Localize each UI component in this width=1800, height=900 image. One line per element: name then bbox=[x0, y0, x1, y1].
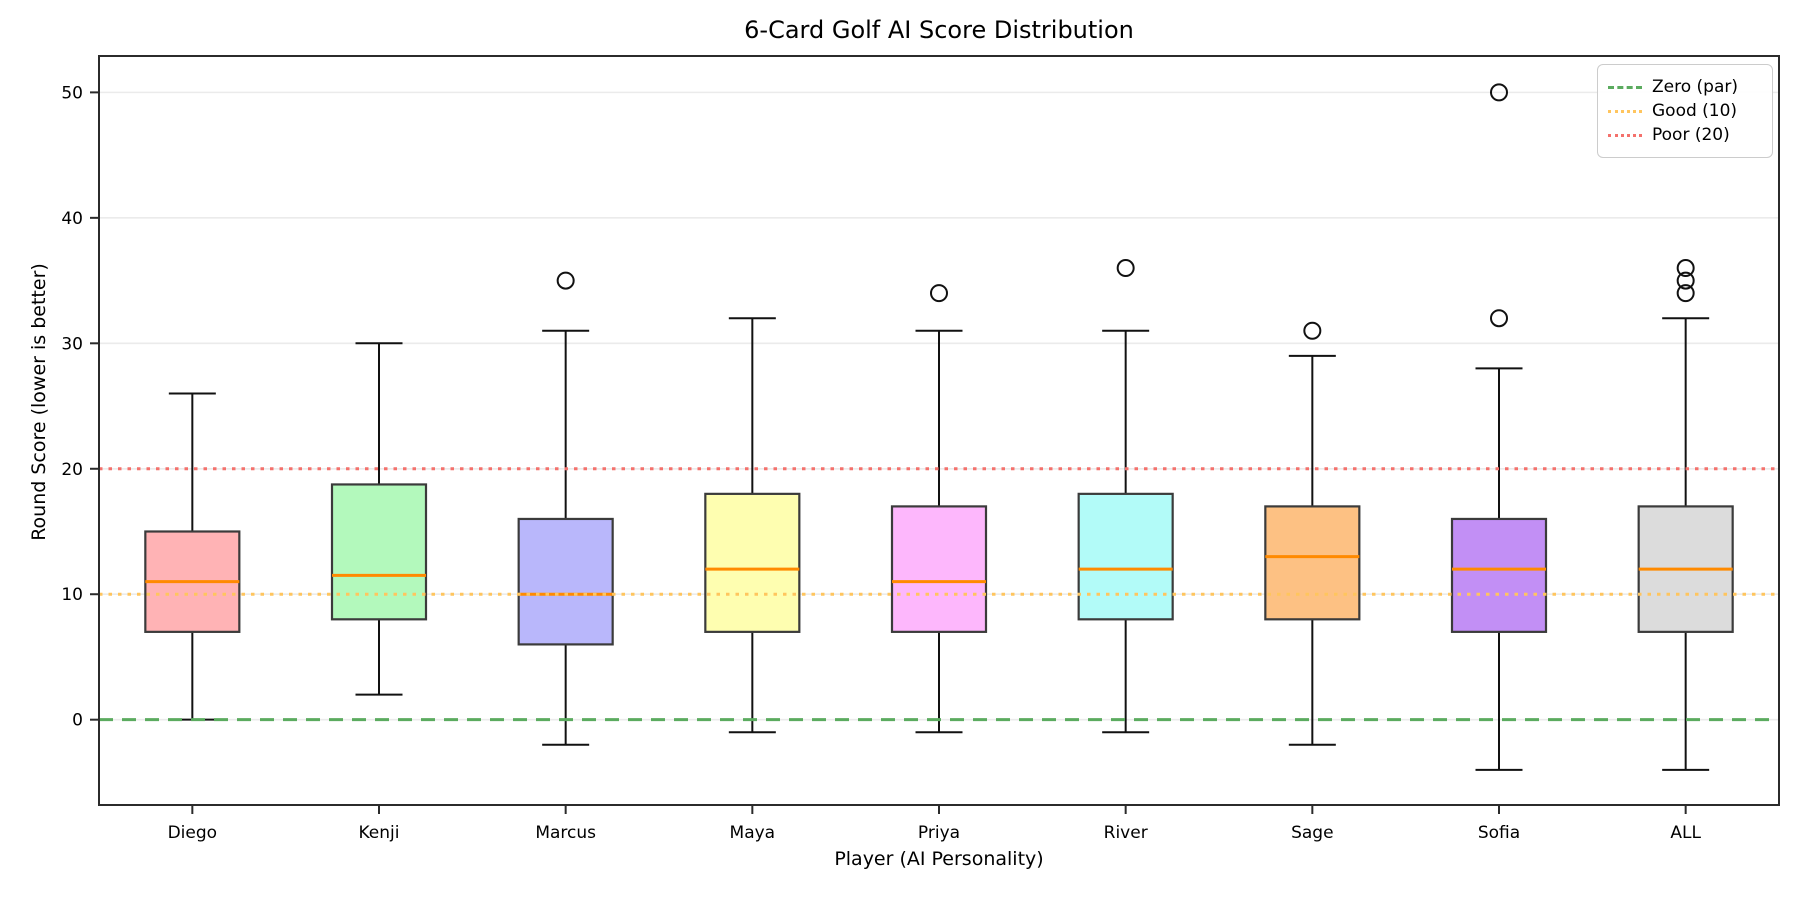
x-tick-label-Priya: Priya bbox=[918, 823, 960, 843]
good-10-line-swatch bbox=[1608, 109, 1642, 113]
legend-label-poor: Poor (20) bbox=[1652, 125, 1730, 145]
outlier-ALL bbox=[1676, 259, 1695, 278]
y-tick-label: 0 bbox=[72, 711, 83, 731]
x-tick-label-Maya: Maya bbox=[730, 823, 776, 843]
y-axis-label: Round Score (lower is better) bbox=[28, 263, 50, 541]
outlier-ALL bbox=[1676, 284, 1695, 303]
x-tick-label-Kenji: Kenji bbox=[359, 823, 400, 843]
y-tick-label: 20 bbox=[61, 460, 83, 480]
x-tick-label-Sage: Sage bbox=[1291, 823, 1333, 843]
legend-item-good: Good (10) bbox=[1608, 101, 1762, 121]
box-Kenji bbox=[330, 483, 428, 621]
outlier-Sofia bbox=[1490, 83, 1508, 102]
poor-20-line-swatch bbox=[1608, 133, 1642, 137]
y-tick-label: 40 bbox=[61, 209, 83, 229]
box-River bbox=[1077, 492, 1174, 621]
outlier-River bbox=[1116, 259, 1135, 278]
box-Priya bbox=[890, 505, 988, 633]
box-Sofia bbox=[1450, 517, 1548, 633]
zero-par-line-swatch bbox=[1608, 85, 1642, 89]
legend-item-zero: Zero (par) bbox=[1608, 77, 1762, 97]
x-tick-label-ALL: ALL bbox=[1670, 823, 1701, 843]
y-tick-label: 10 bbox=[61, 585, 83, 605]
outlier-ALL bbox=[1676, 271, 1695, 290]
legend-label-good: Good (10) bbox=[1652, 101, 1738, 121]
x-tick-label-Diego: Diego bbox=[168, 823, 217, 843]
box-Marcus bbox=[517, 517, 614, 646]
outlier-Priya bbox=[930, 284, 948, 303]
x-tick-label-Marcus: Marcus bbox=[535, 823, 596, 843]
outlier-Sofia bbox=[1490, 309, 1508, 328]
outlier-Sage bbox=[1303, 321, 1322, 340]
box-Maya bbox=[704, 492, 801, 633]
x-axis-label: Player (AI Personality) bbox=[834, 848, 1044, 870]
y-tick-label: 50 bbox=[61, 83, 83, 103]
box-Sage bbox=[1264, 505, 1361, 621]
x-tick-label-Sofia: Sofia bbox=[1478, 823, 1520, 843]
legend-label-zero: Zero (par) bbox=[1652, 77, 1738, 97]
y-tick-label: 30 bbox=[61, 334, 83, 354]
legend: Zero (par) Good (10) Poor (20) bbox=[1597, 64, 1773, 158]
x-tick-label-River: River bbox=[1104, 823, 1148, 843]
outlier-Marcus bbox=[556, 271, 575, 290]
legend-item-poor: Poor (20) bbox=[1608, 125, 1762, 145]
chart-title: 6-Card Golf AI Score Distribution bbox=[744, 16, 1134, 44]
